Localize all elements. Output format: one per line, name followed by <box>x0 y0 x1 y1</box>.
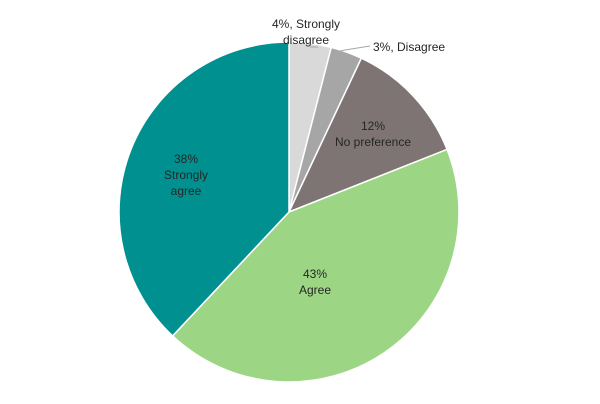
data-labels: 4%, Strongly disagree 3%, Disagree 12% No pr… <box>164 17 445 297</box>
data-label-line: 38% <box>174 152 198 166</box>
data-label-line: 4%, Strongly <box>272 17 340 31</box>
pie-slice <box>118 41 290 337</box>
data-label-line: Strongly <box>164 168 208 182</box>
data-label-line: disagree <box>283 33 329 47</box>
data-label-line: 3%, Disagree <box>373 40 445 54</box>
data-label-line: agree <box>171 184 202 198</box>
leader-lines <box>310 45 371 53</box>
data-label-line: 43% <box>303 267 327 281</box>
data-label: 12% No preference <box>335 119 411 149</box>
pie-slice <box>287 57 449 214</box>
data-label-line: No preference <box>335 135 411 149</box>
pie-slices <box>118 41 460 383</box>
data-label: 43% Agree <box>299 267 331 297</box>
data-label: 38% Strongly agree <box>164 152 208 198</box>
pie-slice <box>171 148 460 383</box>
data-label-line: Agree <box>299 283 331 297</box>
leader-line <box>335 45 371 53</box>
data-label-line: 12% <box>361 119 385 133</box>
data-label: 3%, Disagree <box>373 40 445 54</box>
data-label: 4%, Strongly disagree <box>272 17 340 47</box>
